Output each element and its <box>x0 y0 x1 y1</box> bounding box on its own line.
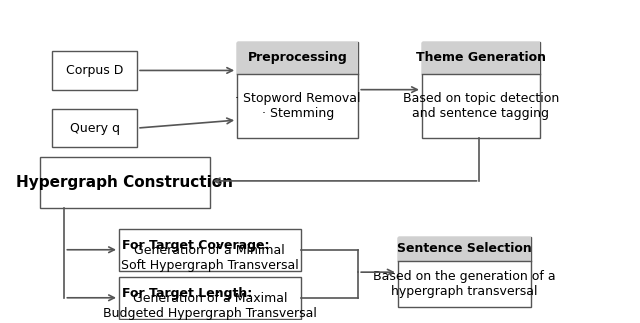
Text: Generation of a Minimal
Soft Hypergraph Transversal: Generation of a Minimal Soft Hypergraph … <box>121 244 299 272</box>
Text: Based on topic detection
and sentence tagging: Based on topic detection and sentence ta… <box>403 92 559 120</box>
Text: For Target Length:: For Target Length: <box>122 287 252 299</box>
FancyBboxPatch shape <box>422 42 540 74</box>
Text: Corpus D: Corpus D <box>66 64 124 77</box>
FancyBboxPatch shape <box>119 277 301 318</box>
FancyBboxPatch shape <box>397 237 531 261</box>
FancyBboxPatch shape <box>52 109 137 147</box>
FancyBboxPatch shape <box>40 157 210 208</box>
Text: Based on the generation of a
hypergraph transversal: Based on the generation of a hypergraph … <box>373 270 556 298</box>
FancyBboxPatch shape <box>237 42 358 138</box>
Text: · Stopword Removal
· Stemming: · Stopword Removal · Stemming <box>235 92 360 120</box>
FancyBboxPatch shape <box>52 51 137 90</box>
FancyBboxPatch shape <box>422 42 540 138</box>
FancyBboxPatch shape <box>237 42 358 74</box>
FancyBboxPatch shape <box>119 229 301 271</box>
Text: Preprocessing: Preprocessing <box>248 51 348 64</box>
Text: Hypergraph Construction: Hypergraph Construction <box>17 175 234 190</box>
Text: Sentence Selection: Sentence Selection <box>397 243 532 255</box>
Text: Query q: Query q <box>70 121 120 135</box>
Text: Theme Generation: Theme Generation <box>416 51 546 64</box>
Text: For Target Coverage:: For Target Coverage: <box>122 239 269 252</box>
Text: Generation of a Maximal
Budgeted Hypergraph Transversal: Generation of a Maximal Budgeted Hypergr… <box>103 292 317 320</box>
FancyBboxPatch shape <box>397 237 531 307</box>
